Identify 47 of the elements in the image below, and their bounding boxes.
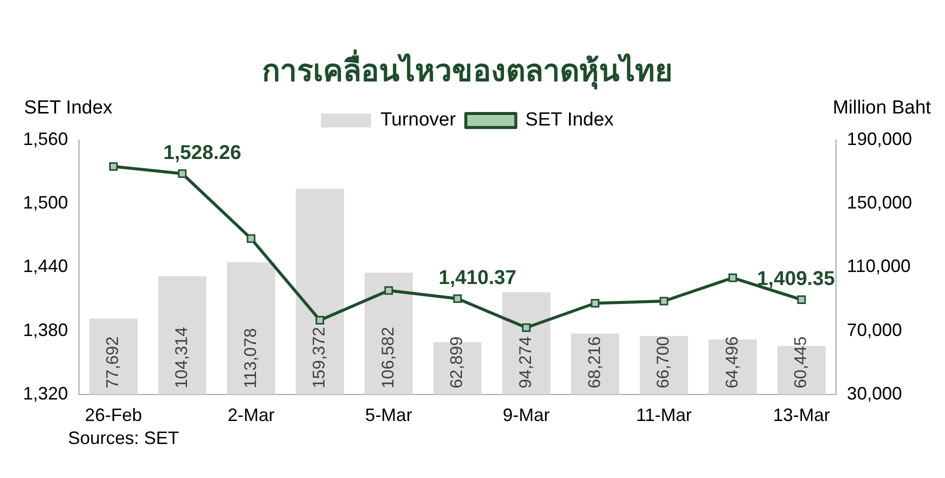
data-label: 1,410.37 — [438, 267, 516, 290]
data-label: 1,528.26 — [163, 142, 242, 164]
data-label: 113,078 — [240, 328, 260, 388]
x-tick-label: 26-Feb — [84, 405, 142, 426]
data-label: 106,582 — [378, 326, 398, 388]
y2-tick-label: 190,000 — [846, 128, 912, 149]
source-note: Sources: SET — [68, 428, 180, 449]
data-label: 159,372 — [310, 326, 329, 388]
point — [590, 298, 600, 308]
data-label: 60,445 — [791, 336, 810, 388]
y-tick-label: 1,500 — [22, 192, 68, 213]
y2-tick-label: 70,000 — [846, 320, 902, 340]
point — [728, 274, 738, 282]
x-tick-label: 2-Mar — [228, 405, 275, 426]
y2-tick-label: 110,000 — [846, 256, 911, 276]
x-tick-label: 11-Mar — [636, 405, 692, 426]
x-tick-label: 9-Mar — [502, 405, 550, 426]
y-tick-label: 1,380 — [22, 320, 68, 340]
data-label: 104,314 — [172, 326, 191, 388]
data-label: 68,216 — [584, 336, 604, 388]
x-tick-label: 5-Mar — [365, 405, 412, 426]
y2-tick-label: 150,000 — [846, 192, 912, 213]
point — [384, 286, 393, 295]
chart-title: การเคลื่อนไหวของตลาดหุ้นไทย — [262, 48, 673, 90]
y-tick-label: 1,560 — [22, 128, 68, 149]
data-label: 1,409.35 — [757, 268, 835, 290]
y-axis-title: SET Index — [24, 98, 113, 119]
point — [178, 169, 187, 178]
data-label: 64,496 — [722, 336, 742, 388]
y2-tick-label: 30,000 — [846, 383, 902, 404]
data-label: 94,274 — [516, 336, 535, 388]
x-tick-label: 13-Mar — [773, 405, 830, 426]
data-label: 77,692 — [103, 336, 122, 388]
y-tick-label: 1,440 — [22, 256, 68, 276]
point — [453, 294, 462, 303]
point — [316, 316, 324, 324]
point — [660, 296, 668, 306]
y2-axis-title: Million Baht — [832, 98, 932, 119]
legend-label: SET Index — [525, 110, 614, 131]
point — [246, 234, 256, 243]
data-label: 66,700 — [654, 336, 673, 388]
y-tick-label: 1,320 — [22, 383, 68, 404]
point — [109, 162, 118, 171]
data-label: 62,899 — [447, 336, 466, 388]
point — [522, 323, 531, 332]
legend-label: Turnover — [380, 110, 456, 131]
point — [797, 295, 806, 304]
